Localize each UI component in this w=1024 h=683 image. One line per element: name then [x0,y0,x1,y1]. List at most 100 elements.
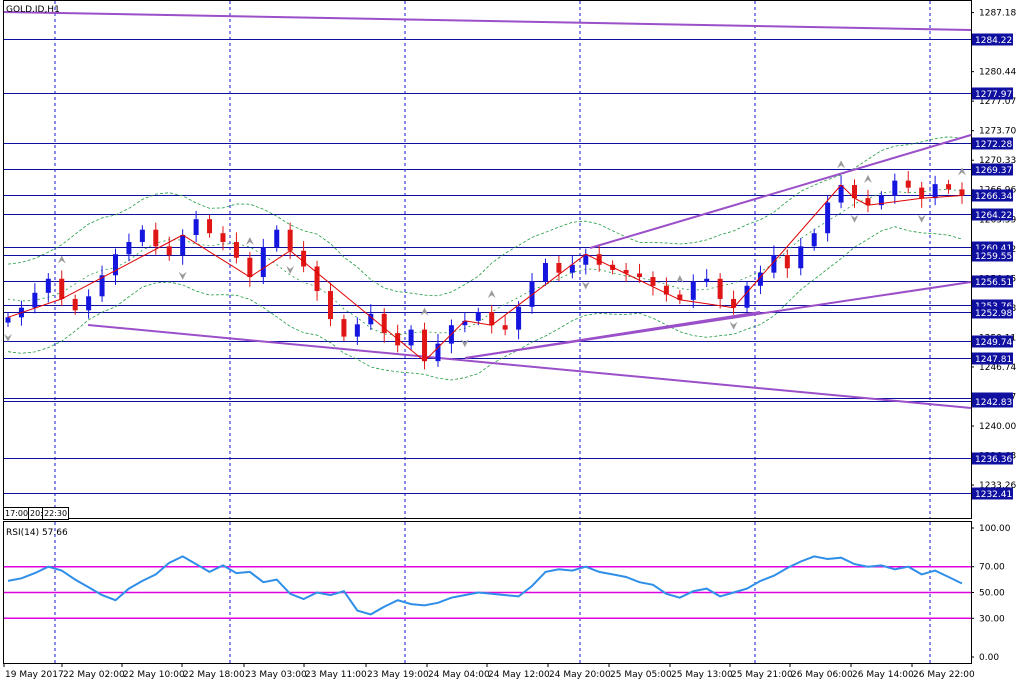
candle-bull [475,312,481,321]
trend-line [465,311,761,359]
x-tick-label: 24 May 20:00 [549,670,611,680]
candle-bull [704,278,710,282]
fractal-down-marker [460,339,469,348]
band-upper [7,136,963,297]
price-tag: 1269.37 [975,166,1012,176]
candle-bear [314,266,320,292]
price-tag: 1252.98 [975,309,1012,319]
candle-bull [811,233,817,247]
candle-bull [892,180,898,196]
price-tag-bg [972,395,1013,408]
rsi-line [7,555,963,616]
candle-bear [502,325,508,330]
fractal-down-marker [850,214,859,223]
price-tag: 1277.97 [975,90,1012,100]
y-tick-label: 1277.07 [979,97,1016,107]
candle-bear [59,278,65,299]
x-tick-label: 24 May 04:00 [428,670,490,680]
x-tick-label: 23 May 03:00 [245,670,307,680]
candle-bear [381,313,387,334]
candle-bull [408,329,414,346]
candle-bull [180,234,186,256]
fractal-up-marker [420,307,429,316]
candle-bull [435,343,441,362]
x-tick-label: 24 May 12:00 [488,670,550,680]
horizontal-levels [4,39,971,494]
price-tag-bg [972,452,1013,465]
price-tag-bg [972,189,1013,202]
candle-bull [771,255,777,273]
candle-bear [233,241,239,258]
rsi-label: RSI(14) 57.66 [6,528,68,538]
price-tag-bg [972,208,1013,221]
price-tag: 1260.41 [975,244,1012,254]
envelope-bands [7,136,963,381]
candle-bull [838,185,844,203]
zigzag-line [7,184,963,362]
x-tick-label: 22 May 18:00 [183,670,245,680]
x-tick-label: 26 May 22:00 [913,670,975,680]
candle-bull [744,285,750,308]
candle-bear [596,254,602,265]
candle-bull [516,306,522,330]
candle-bear [489,312,495,326]
rsi-tick-label: 50.00 [979,589,1005,599]
y-tick-label: 1287.18 [979,9,1016,19]
x-tick-label: 22 May 10:00 [123,670,185,680]
candle-bull [193,219,199,235]
candle-bear [717,278,723,299]
mini-label-3: 22:30 [42,507,70,520]
price-tag-bg [972,163,1013,176]
candle-bull [112,254,118,276]
candle-bull [99,275,105,297]
price-tag: 1249.74 [975,338,1012,348]
price-tag: 1236.36 [975,455,1012,465]
candle-bear [422,329,428,362]
candle-bear [301,250,307,267]
trend-line [3,11,972,31]
chart-title: GOLD.ID,H1 [6,5,60,15]
candle-bear [919,187,925,199]
y-tick-label: 1233.26 [979,481,1016,491]
y-tick-label: 1270.33 [979,156,1016,166]
price-tag-bg [972,306,1013,319]
y-tick-label: 1246.74 [979,363,1016,373]
candle-bear [166,246,172,256]
candle-bear [220,233,226,242]
mini-label-1: 17:00 [3,507,31,520]
x-tick-label: 25 May 05:00 [610,670,672,680]
price-tag: 1272.28 [975,140,1012,150]
vertical-grid [54,1,931,663]
candle-bull [86,296,92,311]
candle-bull [798,246,804,269]
fractal-up-marker [57,255,66,264]
fractal-up-marker [675,275,684,284]
price-tag-bg [972,352,1013,365]
price-tag-bg [972,137,1013,150]
candle-bull [45,278,51,293]
band-middle [7,188,963,336]
candle-bull [274,229,280,248]
trend-lines [3,11,972,409]
price-tag-bg [972,249,1013,262]
candle-bull [529,281,535,307]
x-tick-label: 26 May 14:00 [852,670,914,680]
candle-bear [207,219,213,234]
candle-bear [556,263,562,273]
rsi-tick-label: 100.00 [979,524,1011,534]
candle-bear [852,185,858,199]
main-panel-frame [3,0,972,519]
candle-bull [354,324,360,337]
y-tick-label: 1273.70 [979,127,1016,137]
candle-bull [462,320,468,326]
candle-bull [583,254,589,265]
price-tag: 1259.55 [975,252,1012,262]
candle-bear [287,229,293,251]
price-tag: 1264.22 [975,211,1012,221]
candle-bear [731,298,737,308]
price-tag: 1232.41 [975,490,1012,500]
price-tag: 1242.83 [975,398,1012,408]
fractal-down-marker [286,266,295,275]
